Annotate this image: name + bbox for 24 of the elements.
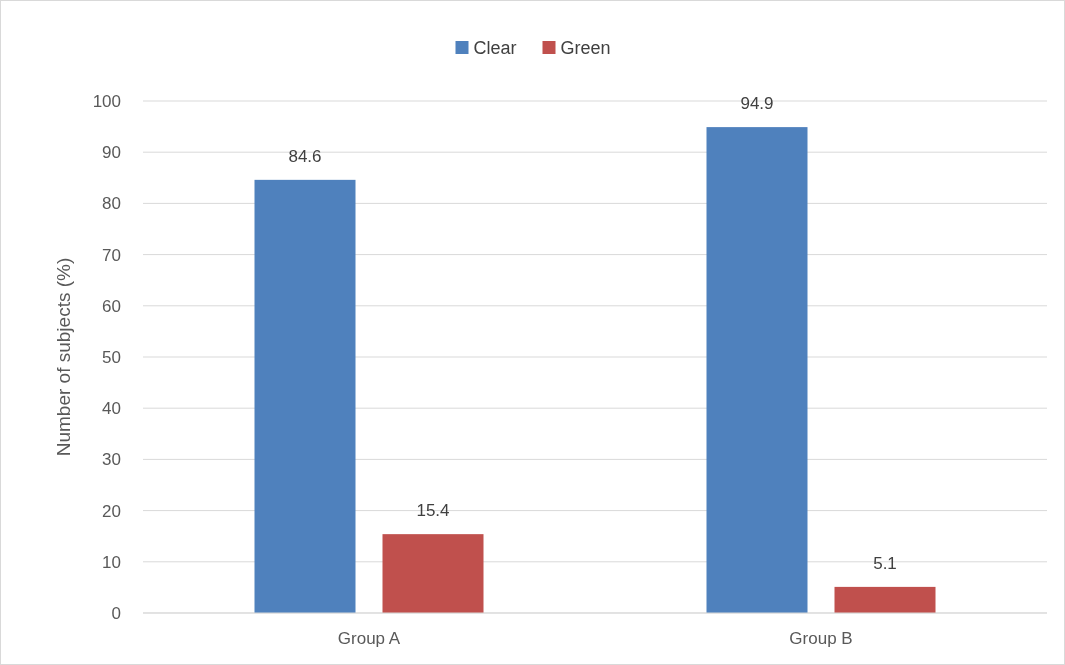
bar <box>834 586 936 613</box>
y-tick-label: 70 <box>102 245 121 265</box>
bar <box>382 534 484 613</box>
data-label: 84.6 <box>288 146 322 166</box>
y-tick-label: 10 <box>102 552 121 572</box>
x-tick-label: Group B <box>789 629 853 648</box>
y-axis-title: Number of subjects (%) <box>53 257 74 457</box>
legend-label: Green <box>560 38 611 58</box>
bar <box>254 179 356 613</box>
data-label: 5.1 <box>873 553 897 573</box>
y-tick-label: 0 <box>111 604 121 623</box>
y-tick-label: 60 <box>102 296 121 316</box>
data-label: 94.9 <box>740 94 774 114</box>
bar <box>706 127 808 613</box>
y-tick-label: 50 <box>102 348 121 367</box>
data-label: 15.4 <box>416 501 450 521</box>
y-tick-label: 90 <box>102 143 121 163</box>
y-tick-label: 20 <box>102 501 121 521</box>
y-tick-label: 80 <box>102 194 121 214</box>
y-tick-label: 100 <box>92 92 121 111</box>
y-tick-label: 30 <box>102 450 121 470</box>
legend-label: Clear <box>473 38 517 58</box>
x-tick-label: Group A <box>337 629 401 648</box>
y-tick-label: 40 <box>102 399 121 419</box>
